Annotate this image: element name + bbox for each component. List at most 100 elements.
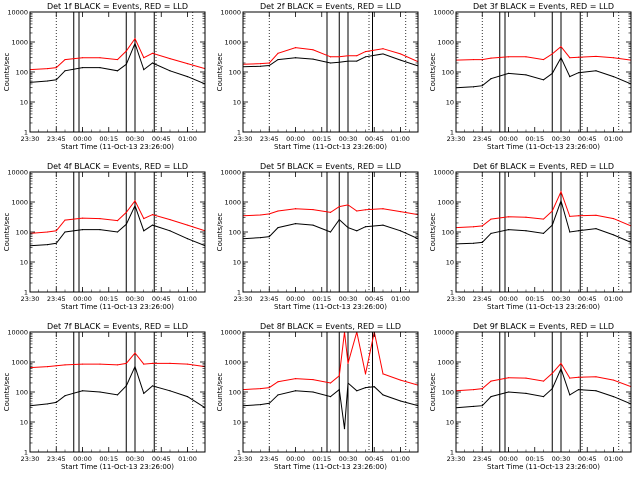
x-tick-label: 00:15 xyxy=(99,295,118,303)
data-point xyxy=(525,56,527,58)
data-point xyxy=(329,231,332,233)
x-tick-label: 00:00 xyxy=(499,295,518,303)
lld-series-line xyxy=(243,332,418,391)
data-point xyxy=(481,387,483,390)
data-point xyxy=(46,366,49,368)
y-tick-label: 1 xyxy=(24,449,28,457)
data-point xyxy=(542,396,545,398)
y-tick-label: 10 xyxy=(233,419,241,427)
data-point xyxy=(55,242,57,244)
data-point xyxy=(481,241,483,244)
x-axis-label: Start Time (11-Oct-13 23:26:00) xyxy=(487,303,600,311)
y-tick-label: 10000 xyxy=(7,9,28,17)
data-point xyxy=(116,394,119,396)
x-axis-label: Start Time (11-Oct-13 23:26:00) xyxy=(274,143,387,151)
data-point xyxy=(347,60,349,62)
data-point xyxy=(169,390,171,392)
data-point xyxy=(507,216,510,218)
lld-series-line xyxy=(30,37,205,71)
data-point xyxy=(277,227,279,229)
x-tick-label: 23:45 xyxy=(47,295,66,303)
data-point xyxy=(116,219,119,222)
data-point xyxy=(525,74,527,76)
y-tick-label: 1000 xyxy=(11,359,28,367)
x-tick-label: 23:45 xyxy=(473,455,492,463)
data-point xyxy=(542,218,545,220)
y-tick-label: 100 xyxy=(442,389,454,397)
y-tick-label: 10000 xyxy=(220,329,241,337)
x-tick-label: 00:30 xyxy=(552,455,571,463)
x-axis-label: Start Time (11-Oct-13 23:26:00) xyxy=(274,463,387,471)
data-point xyxy=(490,57,492,59)
data-point xyxy=(186,238,189,240)
data-point xyxy=(595,55,597,58)
data-point xyxy=(268,62,270,64)
panel-title: Det 6f BLACK = Events, RED = LLD xyxy=(473,162,614,171)
events-series-line xyxy=(30,41,205,85)
y-tick-label: 1 xyxy=(450,289,454,297)
data-point xyxy=(399,400,402,402)
lld-series-line xyxy=(456,190,631,229)
data-point xyxy=(294,208,297,210)
data-point xyxy=(81,217,84,219)
data-point xyxy=(143,69,145,71)
data-point xyxy=(481,58,483,61)
x-tick-label: 00:15 xyxy=(525,295,544,303)
data-point xyxy=(312,224,314,226)
data-point xyxy=(151,385,154,387)
data-point xyxy=(134,42,136,44)
data-point xyxy=(312,391,314,393)
data-point xyxy=(277,58,279,61)
events-series-line xyxy=(456,199,631,245)
plot-area xyxy=(243,12,418,132)
data-point xyxy=(81,67,84,69)
data-point xyxy=(329,382,332,384)
data-point xyxy=(55,365,57,367)
x-tick-label: 23:30 xyxy=(447,295,466,303)
data-point xyxy=(186,63,189,65)
data-point xyxy=(116,364,119,366)
data-point xyxy=(364,50,367,53)
data-point xyxy=(551,72,553,74)
data-point xyxy=(569,76,571,78)
data-point xyxy=(612,57,615,59)
x-tick-label: 00:30 xyxy=(339,135,358,143)
data-point xyxy=(595,214,597,216)
lld-series-line xyxy=(243,47,418,65)
data-point xyxy=(55,401,57,404)
data-point xyxy=(277,381,279,383)
y-axis-label: Counts/sec xyxy=(216,213,224,252)
y-tick-label: 1000 xyxy=(224,359,241,367)
x-tick-label: 23:30 xyxy=(21,295,40,303)
data-point xyxy=(356,390,358,392)
chart-panel: 1 10 100 1000 10000 23:30 23:45 00:00 00:15 00:30… xyxy=(3,162,206,311)
data-point xyxy=(46,231,49,233)
data-point xyxy=(364,373,367,375)
data-point xyxy=(46,67,49,70)
data-point xyxy=(99,57,101,59)
data-point xyxy=(134,200,136,202)
data-point xyxy=(507,391,510,393)
x-tick-label: 00:00 xyxy=(286,295,305,303)
data-point xyxy=(507,56,510,58)
x-tick-label: 00:30 xyxy=(126,135,145,143)
data-point xyxy=(143,230,145,232)
x-tick-label: 00:00 xyxy=(73,135,92,143)
lld-series-line xyxy=(30,352,205,369)
data-point xyxy=(81,363,84,365)
x-axis-label: Start Time (11-Oct-13 23:26:00) xyxy=(487,463,600,471)
y-tick-label: 1 xyxy=(24,129,28,137)
x-tick-label: 23:30 xyxy=(234,295,253,303)
x-tick-label: 00:15 xyxy=(99,135,118,143)
y-tick-label: 10000 xyxy=(433,9,454,17)
data-point xyxy=(382,373,384,375)
data-point xyxy=(259,404,262,406)
data-point xyxy=(329,56,332,58)
plot-area xyxy=(30,12,205,132)
data-point xyxy=(382,53,384,55)
data-point xyxy=(542,232,545,234)
data-point xyxy=(143,392,145,394)
data-point xyxy=(338,206,340,208)
y-tick-label: 100 xyxy=(16,389,28,397)
data-point xyxy=(125,63,127,65)
